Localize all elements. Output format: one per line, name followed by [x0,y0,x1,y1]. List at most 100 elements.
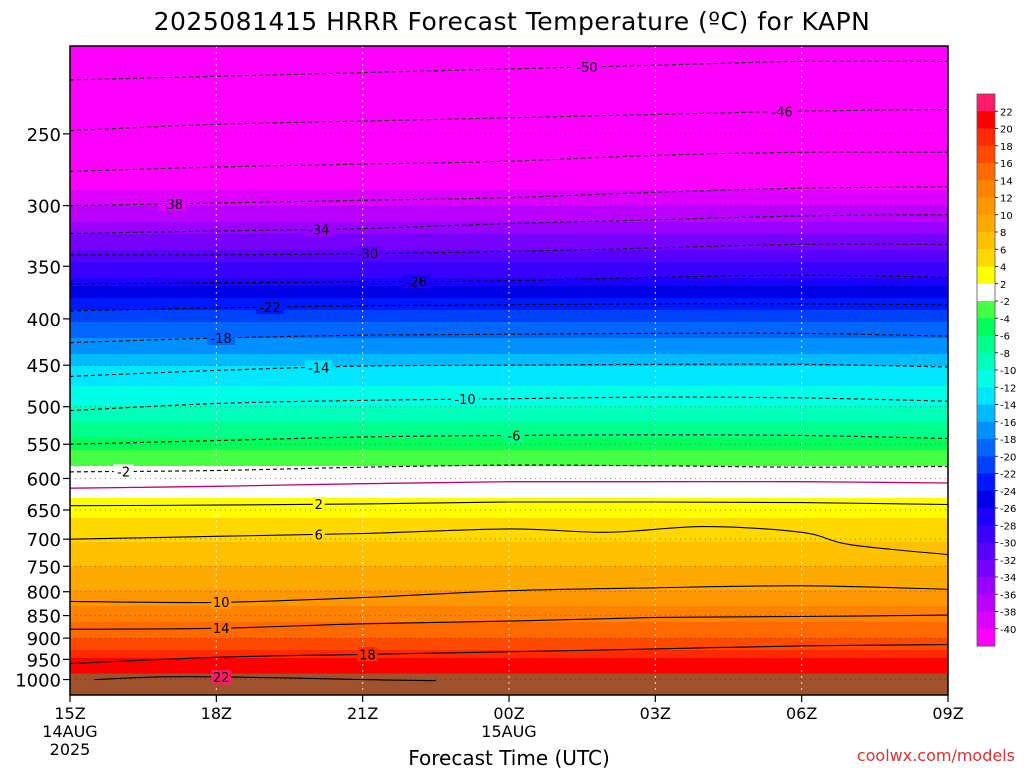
temperature-band [70,370,948,375]
temperature-band [70,534,948,539]
temperature-band [70,442,948,447]
colorbar-swatch [977,594,995,612]
contour-line [70,243,948,256]
colorbar-label: -22 [1000,470,1016,481]
colorbar-label: 4 [1000,263,1006,274]
colorbar-swatch [977,249,995,267]
contour-label-bg [312,497,325,512]
contour-label: -22 [259,301,280,316]
temperature-band [70,586,948,591]
temperature-band [70,238,948,243]
temperature-band [70,454,948,459]
temperature-band [70,298,948,303]
temperature-band [70,514,948,519]
temperature-band [70,474,948,479]
temperature-band [70,462,948,467]
temperature-band [70,390,948,395]
contour-label-bg [451,392,480,407]
temperature-band [70,114,948,119]
temperature-band [70,162,948,167]
temperature-band [70,138,948,143]
contour-label: -30 [357,248,378,263]
colorbar-swatch [977,508,995,526]
temperature-band [70,270,948,275]
contour-label-bg [304,360,333,375]
y-tick-label: 1000 [15,671,61,692]
temperature-band [70,406,948,411]
temperature-band [70,210,948,215]
temperature-band [70,118,948,123]
temperature-band [70,286,948,291]
temperature-band [70,582,948,587]
temperature-band [70,330,948,335]
contour-label: -26 [406,275,427,290]
contour-label: -38 [162,198,183,213]
temperature-band [70,186,948,191]
colorbar-label: -12 [1000,383,1016,394]
colorbar-swatch [977,628,995,647]
colorbar-swatch [977,163,995,181]
colorbar-swatch [977,335,995,354]
contour-label-bg [255,300,284,315]
colorbar-label: 12 [1000,194,1013,205]
temperature-band [70,574,948,579]
temperature-band [70,70,948,75]
contour-label: -18 [211,332,232,347]
contour-label: -2 [117,465,130,480]
temperature-band [70,450,948,455]
temperature-band [70,466,948,471]
colorbar-label: -2 [1000,297,1010,308]
temperature-band [70,658,948,663]
contour-label: -10 [454,393,475,408]
colorbar-label: -34 [1000,573,1016,584]
temperature-band [70,414,948,419]
contour-line [70,274,948,285]
x-tick-label: 03Z [640,704,671,723]
temperature-band [70,106,948,111]
colorbar-swatch [977,128,995,147]
contour-line [70,151,948,172]
temperature-band [70,274,948,279]
temperature-band [70,262,948,267]
colorbar-swatch [977,111,995,129]
y-tick-label: 500 [27,398,61,419]
y-tick-label: 250 [27,125,61,146]
colorbar-label: 14 [1000,176,1013,187]
colorbar-label: -18 [1000,435,1016,446]
y-tick-label: 900 [27,629,61,650]
temperature-band [70,342,948,347]
credit-text: coolwx.com/models [857,746,1015,765]
temperature-band [70,246,948,251]
temperature-band [70,510,948,515]
colorbar-swatch [977,214,995,233]
colorbar-swatch [977,145,995,164]
x-tick-label: 15Z [54,704,85,723]
ground-fill [70,673,948,695]
temperature-band [70,258,948,263]
contour-label: -50 [576,61,597,76]
contour-label: 22 [213,671,230,686]
contour-label-bg [402,274,431,289]
temperature-band [70,174,948,179]
colorbar-swatch [977,456,995,474]
temperature-band [70,622,948,627]
temperature-band [70,58,948,63]
x-axis-label: Forecast Time (UTC) [408,746,610,768]
temperature-band [70,490,948,495]
temperature-band [70,610,948,615]
contour-label: 10 [213,596,230,611]
colorbar-swatch [977,577,995,595]
contour-label: 6 [315,528,323,543]
colorbar-swatch [977,404,995,423]
colorbar-label: 2 [1000,280,1006,291]
colorbar-label: -4 [1000,314,1010,325]
colorbar-label: 6 [1000,245,1006,256]
temperature-band [70,198,948,203]
temperature-band [70,550,948,555]
contour-label-bg [113,464,134,479]
contour-label-bg [768,104,797,119]
contour-line [70,501,948,507]
temperature-band [70,166,948,171]
